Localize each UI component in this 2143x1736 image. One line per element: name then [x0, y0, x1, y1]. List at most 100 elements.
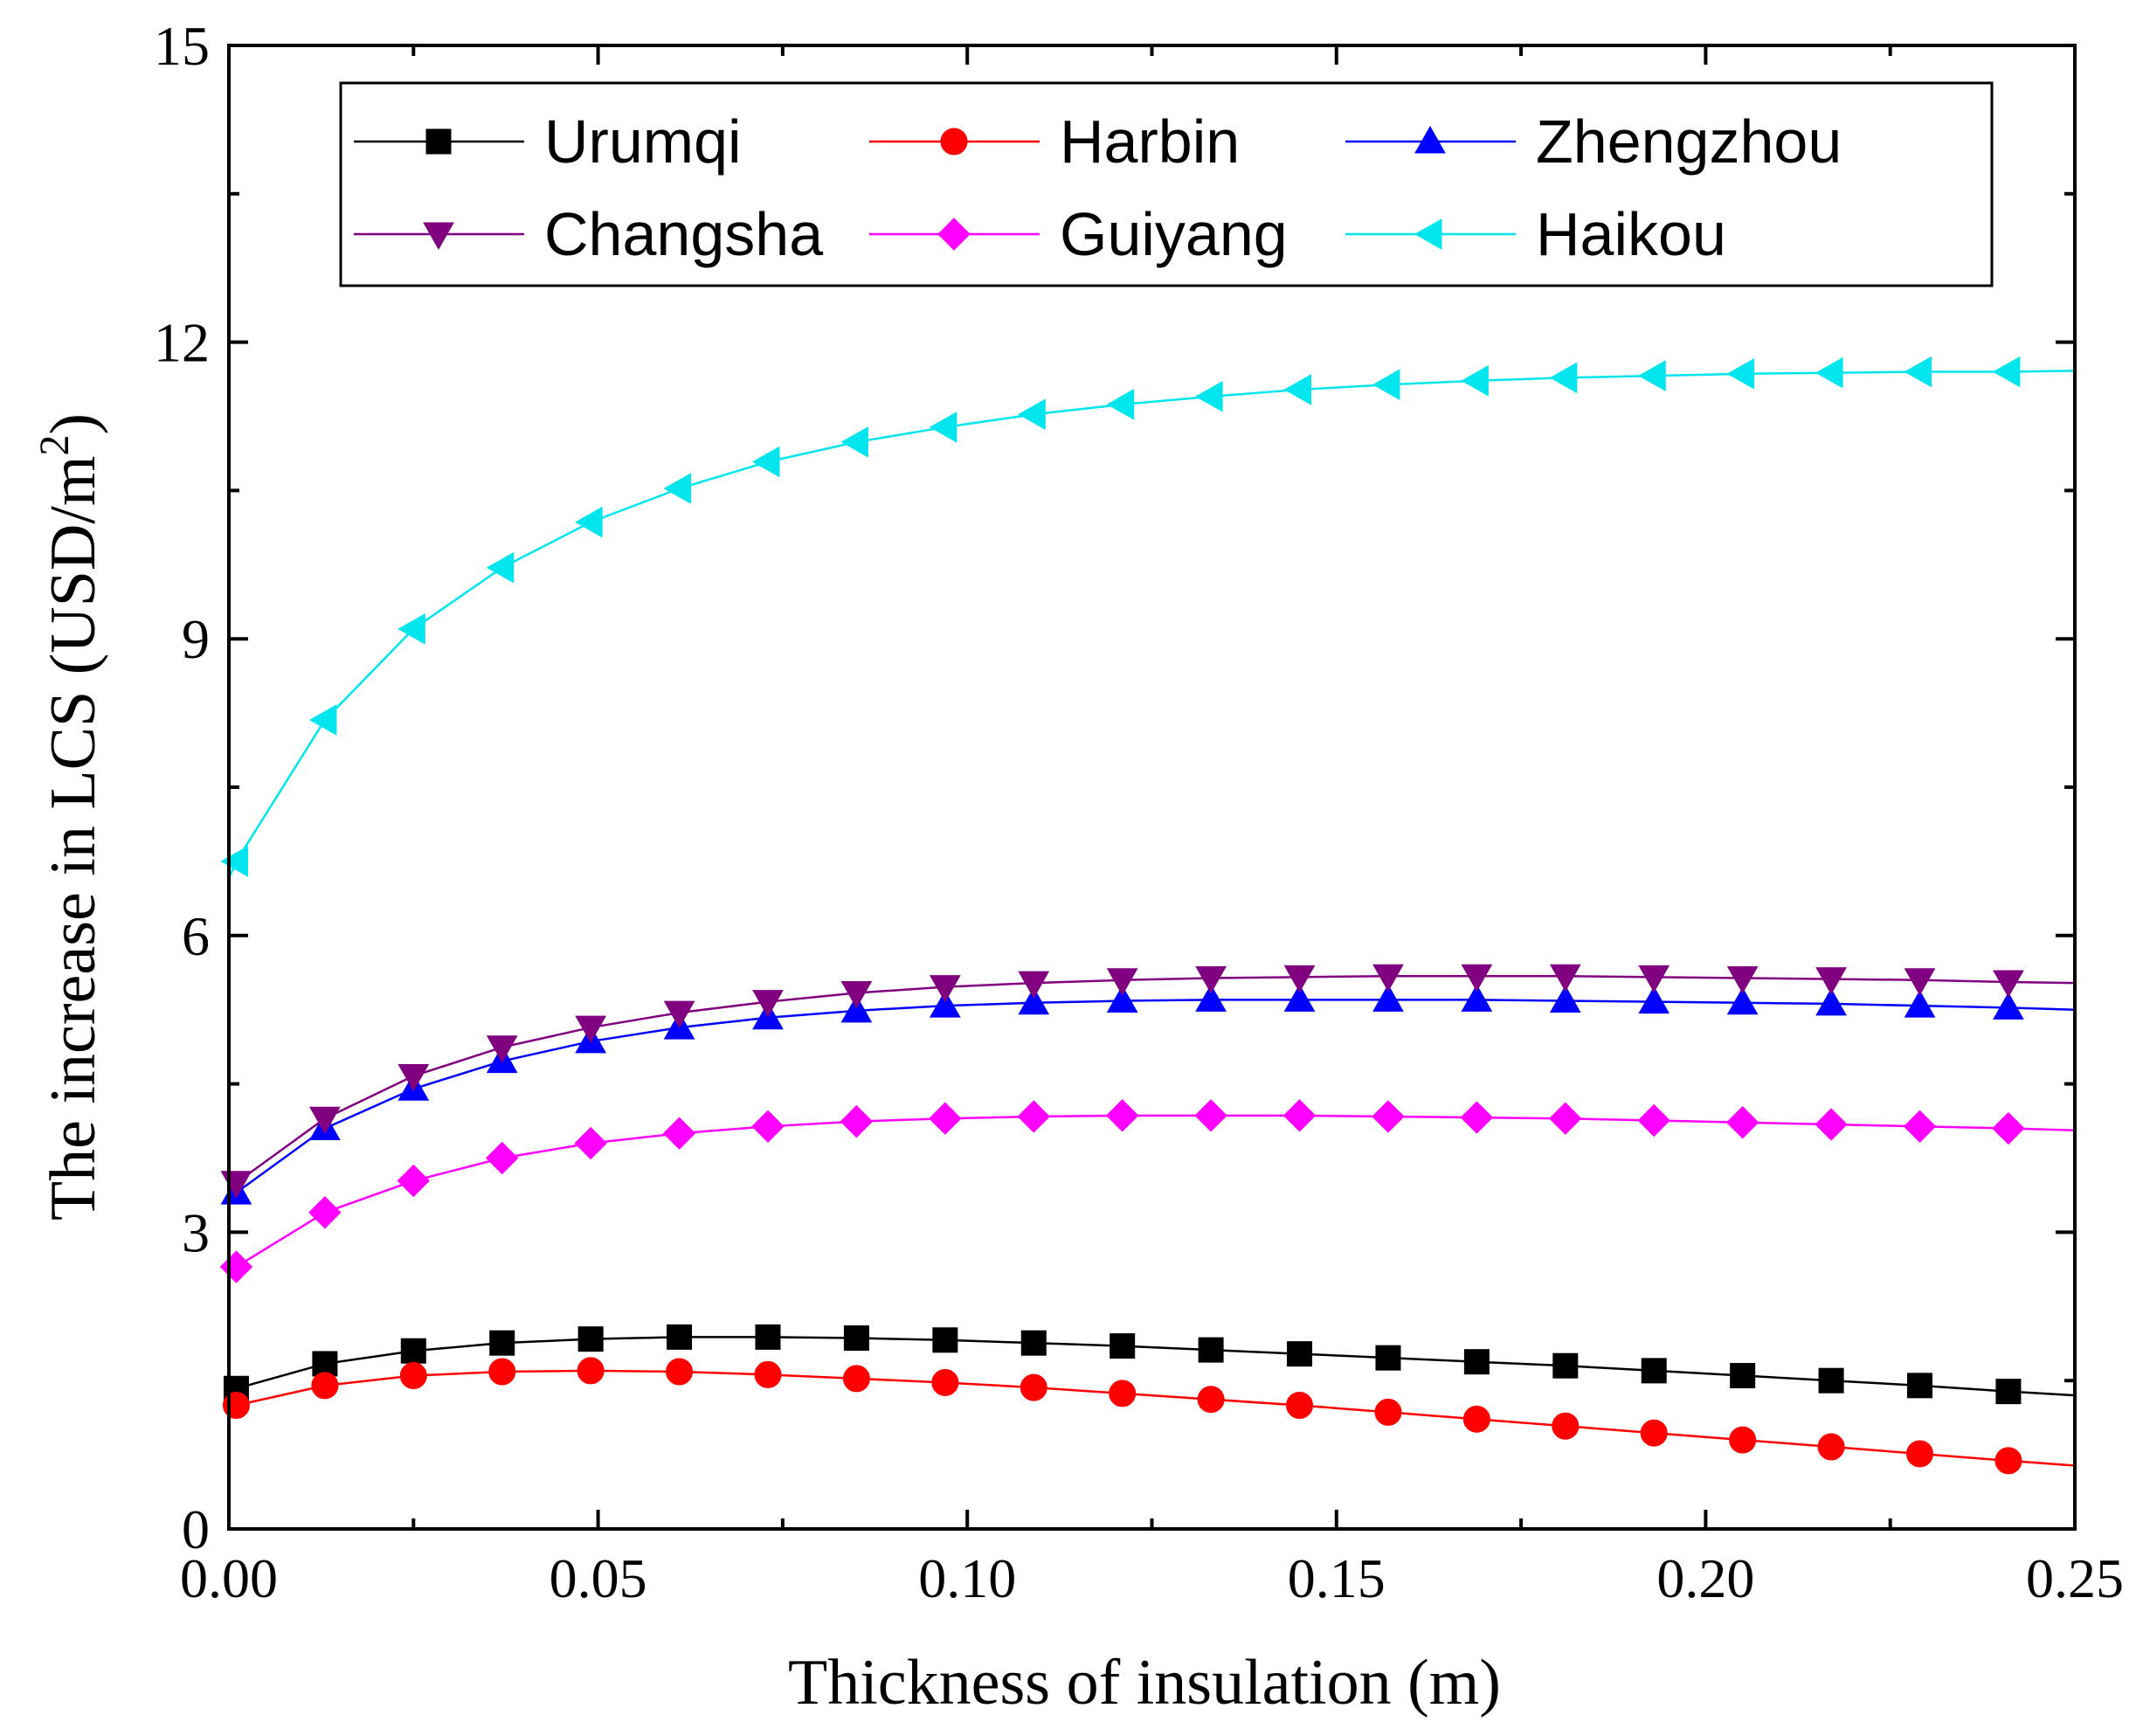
data-point [932, 1327, 958, 1353]
y-axis-title-superscript: 2 [31, 435, 78, 456]
data-point [1195, 984, 1227, 1012]
data-point [929, 990, 961, 1018]
data-point [1992, 356, 2021, 388]
data-point [486, 1141, 519, 1175]
series-zhengzhou [220, 984, 2076, 1205]
series-layer [219, 356, 2076, 1475]
legend-label: Changsha [544, 200, 823, 268]
data-point [1463, 1349, 1490, 1375]
data-point [1904, 356, 1932, 388]
data-point [1461, 364, 1489, 397]
data-point [399, 1362, 427, 1390]
data-point [1283, 374, 1312, 405]
legend-marker [940, 128, 968, 156]
data-point [1993, 992, 2024, 1020]
data-point [1195, 381, 1223, 412]
x-tick-label: 0.15 [1288, 1547, 1386, 1609]
data-point [1462, 1405, 1490, 1433]
data-point [1641, 1358, 1667, 1384]
data-point [752, 990, 784, 1018]
data-point [1282, 1099, 1317, 1132]
data-point [929, 1102, 962, 1135]
series-guiyang [219, 1099, 2076, 1283]
data-point [929, 975, 961, 1003]
y-tick-label: 3 [182, 1201, 210, 1263]
data-point [929, 412, 957, 443]
data-point [1460, 1101, 1494, 1134]
legend: Urumqi Harbin Zhengzhou Changsha Guiyang Haik… [339, 81, 1994, 287]
data-point [489, 1330, 515, 1356]
data-point [1198, 1337, 1224, 1363]
legend-item-changsha: Changsha [354, 200, 823, 268]
y-axis-title-main: The increase in LCS (USD/m [38, 456, 109, 1221]
data-point [1020, 1330, 1047, 1356]
data-point [1110, 1333, 1136, 1359]
data-point [1549, 985, 1581, 1013]
data-point [666, 1358, 694, 1386]
data-point [397, 1064, 430, 1092]
data-point [662, 1117, 696, 1150]
data-point [1906, 1440, 1934, 1468]
data-point [1283, 984, 1316, 1012]
data-point [843, 1325, 869, 1352]
data-point [574, 1126, 607, 1160]
data-point [1637, 1103, 1670, 1138]
data-point [220, 846, 248, 877]
data-point [1106, 389, 1135, 420]
legend-marker [1414, 218, 1442, 250]
y-axis: 0 3 6 9 12 15 [154, 15, 2075, 1560]
data-point [311, 1372, 339, 1400]
data-point [1194, 1099, 1227, 1132]
data-point [400, 1338, 426, 1364]
y-tick-label: 9 [182, 608, 210, 670]
data-point [1730, 1363, 1756, 1389]
data-point [840, 1104, 874, 1138]
data-point [1817, 1433, 1845, 1461]
data-point [1815, 967, 1847, 995]
data-point [1993, 970, 2024, 999]
data-point [1018, 398, 1046, 431]
x-axis-title: Thickness of insulation (m) [788, 1647, 1501, 1719]
data-point [1109, 1380, 1137, 1407]
y-tick-label: 15 [154, 15, 210, 77]
series-haikou [220, 356, 2076, 879]
data-point [1552, 1412, 1580, 1440]
data-point [751, 1110, 785, 1143]
data-point [577, 1357, 605, 1385]
data-point [1815, 987, 1847, 1016]
data-point [842, 1365, 870, 1393]
data-point [1372, 984, 1404, 1012]
legend-box [339, 81, 1994, 287]
legend-marker [423, 222, 454, 251]
data-point [1638, 986, 1670, 1014]
data-point [931, 1368, 959, 1396]
data-point [663, 473, 692, 504]
data-point [1725, 1106, 1759, 1139]
x-tick-label: 0.20 [1656, 1547, 1754, 1609]
data-point [751, 446, 780, 478]
data-point [1726, 965, 1759, 994]
x-tick-label: 0.00 [180, 1547, 278, 1609]
x-tick-label: 0.10 [918, 1547, 1016, 1609]
data-point [577, 1326, 604, 1352]
data-point [222, 1392, 250, 1419]
data-point [1018, 986, 1050, 1015]
data-point [397, 613, 425, 645]
legend-marker [1414, 125, 1446, 154]
data-point [1286, 1392, 1314, 1419]
legend-label: Zhengzhou [1536, 107, 1842, 176]
legend-item-urumqi: Urumqi [354, 107, 742, 176]
data-point [1729, 1426, 1757, 1454]
data-point [667, 1324, 693, 1350]
data-point [1372, 369, 1400, 401]
data-point [1549, 1102, 1582, 1135]
data-point [1994, 1447, 2022, 1475]
legend-marker [425, 128, 452, 155]
data-point [1106, 968, 1138, 996]
data-point [1105, 1099, 1139, 1132]
data-point [1640, 1419, 1668, 1447]
data-point [309, 1106, 341, 1135]
data-point [486, 551, 515, 584]
data-point [488, 1358, 516, 1386]
